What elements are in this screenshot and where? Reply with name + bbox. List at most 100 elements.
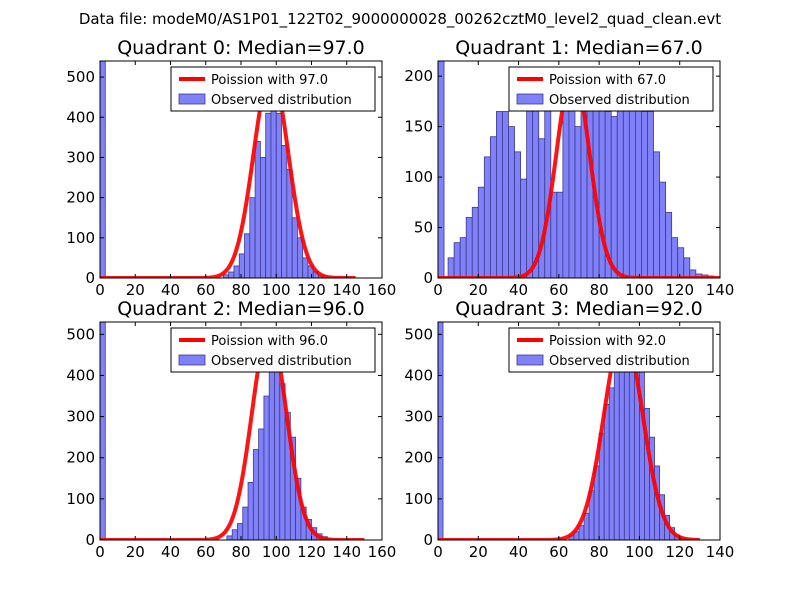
y-tick-label: 200 xyxy=(66,189,95,207)
x-tick-label: 40 xyxy=(161,543,180,561)
y-tick-label: 100 xyxy=(66,229,95,247)
x-tick-label: 120 xyxy=(297,281,326,299)
y-tick-label: 400 xyxy=(404,366,433,384)
histogram-bar xyxy=(647,111,654,278)
histogram-bar xyxy=(502,111,509,278)
histogram-bar xyxy=(275,112,282,278)
x-tick-label: 100 xyxy=(625,281,654,299)
y-tick-label: 400 xyxy=(66,108,95,126)
histogram-bar xyxy=(226,535,233,540)
x-tick-label: 40 xyxy=(509,543,528,561)
histogram-bar xyxy=(477,186,485,278)
subplot-quadrant-2: Quadrant 2: Median=96.0 0 20 40 60 80 100 120 14… xyxy=(66,298,396,561)
legend-label-curve: Poission with 96.0 xyxy=(211,334,328,349)
histogram-bar xyxy=(268,350,275,540)
x-tick-label: 120 xyxy=(665,543,694,561)
poisson-curve xyxy=(438,330,701,540)
histogram-bar xyxy=(550,191,558,278)
histogram-bar xyxy=(483,156,491,278)
histogram-bar xyxy=(265,112,272,278)
x-tick-label: 100 xyxy=(262,543,291,561)
subplot-grid: Quadrant 0: Median=97.0 0 20 40 60 80 100 120 14… xyxy=(66,37,734,561)
histogram-bar xyxy=(100,61,106,278)
x-tick-label: 160 xyxy=(368,281,397,299)
histogram-bar xyxy=(247,482,254,540)
legend-bar-swatch xyxy=(178,354,206,366)
histogram-bar xyxy=(228,271,235,278)
histogram-bar xyxy=(238,253,245,278)
y-tick-label: 100 xyxy=(404,490,433,508)
y-tick-label: 300 xyxy=(66,408,95,426)
histogram-bar xyxy=(520,178,528,278)
histogram-bar xyxy=(665,211,673,278)
x-tick-label: 100 xyxy=(625,543,654,561)
histogram-bar xyxy=(100,322,106,540)
histogram-bar xyxy=(244,233,251,278)
x-tick-label: 140 xyxy=(706,281,735,299)
histogram-bar xyxy=(610,116,618,278)
histogram-bar xyxy=(263,395,270,540)
panel-title: Quadrant 0: Median=97.0 xyxy=(117,37,365,59)
histogram-bar xyxy=(603,403,610,540)
x-tick-label: 100 xyxy=(262,281,291,299)
histogram-bar xyxy=(578,525,585,540)
histogram-bar xyxy=(233,265,240,278)
histogram-bar xyxy=(249,197,256,278)
histogram-bar xyxy=(659,181,667,278)
histogram-bar xyxy=(635,85,642,278)
x-tick-label: 160 xyxy=(368,543,397,561)
panel-title: Quadrant 2: Median=96.0 xyxy=(117,298,365,320)
x-tick-label: 60 xyxy=(196,281,215,299)
legend-label-bars: Observed distribution xyxy=(549,354,690,369)
histogram-bar xyxy=(683,257,691,278)
x-tick-label: 40 xyxy=(509,281,528,299)
legend-bar-swatch xyxy=(516,354,544,366)
x-tick-label: 120 xyxy=(665,281,694,299)
subplot-quadrant-1: Quadrant 1: Median=67.0 0 20 40 60 80 100 120 14… xyxy=(404,37,734,299)
histogram-bars xyxy=(100,322,334,540)
x-tick-label: 60 xyxy=(549,543,568,561)
y-tick-label: 150 xyxy=(404,118,433,136)
x-tick-label: 0 xyxy=(95,543,105,561)
y-tick-label: 400 xyxy=(66,366,95,384)
histogram-bar xyxy=(242,506,249,540)
x-tick-label: 120 xyxy=(297,543,326,561)
histogram-bar xyxy=(514,151,521,278)
legend-bar-swatch xyxy=(178,93,206,105)
y-tick-label: 50 xyxy=(414,219,433,237)
histogram-bar xyxy=(508,126,515,278)
axes-frame xyxy=(437,60,721,279)
x-tick-label: 140 xyxy=(706,543,735,561)
histogram-bar xyxy=(489,136,497,278)
legend: Poission with 92.0 Observed distribution xyxy=(508,327,714,373)
poisson-curve xyxy=(100,328,366,540)
histogram-bar xyxy=(623,346,630,540)
y-tick-label: 500 xyxy=(404,325,433,343)
legend-label-curve: Poission with 92.0 xyxy=(549,334,666,349)
subplot-quadrant-0: Quadrant 0: Median=97.0 0 20 40 60 80 100 120 14… xyxy=(66,37,396,299)
histogram-bar xyxy=(496,111,503,278)
histogram-bar xyxy=(653,151,660,278)
x-tick-label: 60 xyxy=(549,281,568,299)
histogram-bar xyxy=(465,217,473,278)
histogram-bar xyxy=(613,370,620,540)
y-tick-label: 0 xyxy=(423,269,433,287)
histogram-bar xyxy=(302,257,309,278)
histogram-bar xyxy=(526,100,534,278)
histogram-bar xyxy=(671,237,679,278)
y-tick-label: 100 xyxy=(404,168,433,186)
x-tick-label: 80 xyxy=(590,281,609,299)
histogram-bar xyxy=(568,95,576,278)
x-tick-label: 20 xyxy=(126,543,145,561)
histogram-bar xyxy=(438,322,444,540)
y-tick-label: 100 xyxy=(66,490,95,508)
legend-label-bars: Observed distribution xyxy=(549,93,690,108)
y-tick-label: 200 xyxy=(66,449,95,467)
x-tick-label: 80 xyxy=(590,543,609,561)
legend-label-curve: Poission with 97.0 xyxy=(211,73,328,88)
histogram-bar xyxy=(677,247,685,278)
histogram-bar xyxy=(641,111,648,278)
x-tick-label: 60 xyxy=(196,543,215,561)
x-tick-label: 20 xyxy=(469,543,488,561)
